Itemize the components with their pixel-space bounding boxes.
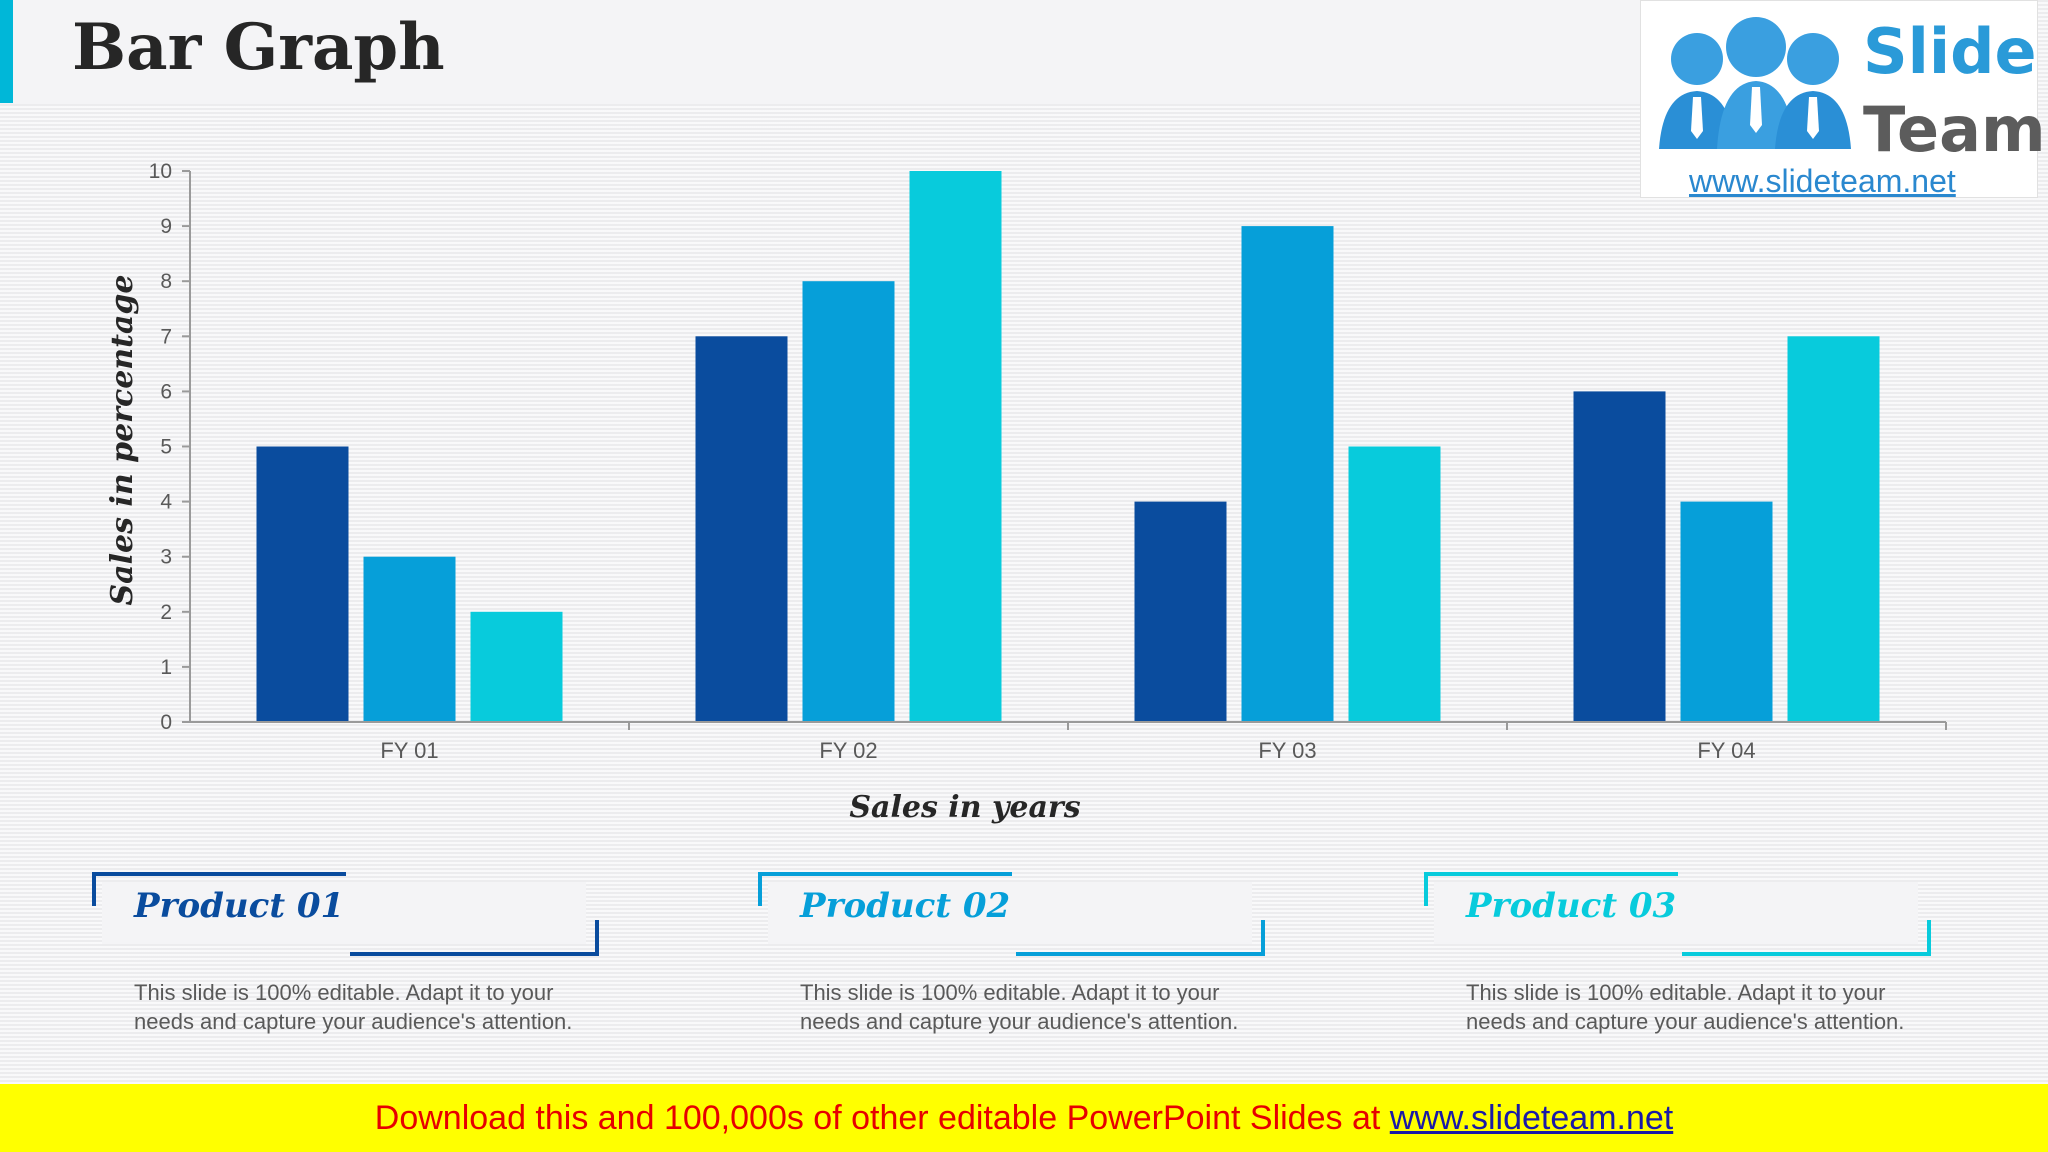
bar-series2-fy03	[1241, 226, 1334, 722]
bars	[256, 171, 1880, 722]
bar-series1-fy04	[1573, 391, 1666, 722]
product-description: This slide is 100% editable. Adapt it to…	[1466, 980, 1905, 1034]
x-tick-label: FY 01	[380, 738, 438, 763]
logo-url-link[interactable]: www.slideteam.net	[1689, 163, 1956, 199]
y-tick-label: 9	[160, 215, 172, 238]
download-banner: Download this and 100,000s of other edit…	[0, 1084, 2048, 1152]
card-frame	[92, 872, 599, 956]
y-tick-label: 3	[160, 546, 172, 569]
bar-series1-fy01	[256, 446, 349, 722]
product-card-2: Product 02	[758, 872, 1270, 956]
bar-series3-fy01	[470, 611, 563, 722]
product-title: Product 01	[134, 886, 345, 926]
y-axis-ticks: 0 1 2 3 4 5 6 7 8 9 10	[149, 160, 190, 734]
y-tick-label: 10	[149, 160, 172, 183]
page-title: Bar Graph	[72, 10, 445, 85]
product-card-3: Product 03	[1424, 872, 1936, 956]
product-card-1: Product 01	[92, 872, 604, 956]
bar-series2-fy01	[363, 556, 456, 722]
bar-series1-fy03	[1134, 501, 1227, 722]
bar-chart: 0 1 2 3 4 5 6 7 8 9 10 FY 01 FY 02 FY 03 FY 04 Sales …	[105, 160, 1947, 825]
bar-series3-fy04	[1787, 336, 1880, 722]
bar-series2-fy04	[1680, 501, 1773, 722]
card-box	[102, 882, 586, 944]
x-tick-label: FY 04	[1697, 738, 1755, 763]
card-frame	[1424, 872, 1931, 956]
y-tick-label: 5	[160, 436, 172, 459]
card-box	[1434, 882, 1918, 944]
y-tick-label: 7	[160, 325, 172, 348]
card-frame	[758, 872, 1265, 956]
bar-series1-fy02	[695, 336, 788, 722]
y-tick-label: 2	[160, 601, 172, 624]
product-title: Product 03	[1466, 886, 1677, 926]
y-tick-label: 6	[160, 380, 172, 403]
y-tick-label: 4	[160, 491, 172, 514]
y-tick-label: 1	[160, 656, 172, 679]
y-tick-label: 8	[160, 270, 172, 293]
logo-word-team: Team	[1863, 93, 2046, 166]
people-icon	[1659, 17, 1851, 149]
bar-series2-fy02	[802, 281, 895, 722]
x-tick-label: FY 03	[1258, 738, 1316, 763]
banner-text: Download this and 100,000s of other edit…	[374, 1099, 1674, 1137]
product-description: This slide is 100% editable. Adapt it to…	[134, 980, 573, 1034]
banner-link[interactable]: www.slideteam.net	[1389, 1099, 1674, 1137]
y-tick-label: 0	[160, 711, 172, 734]
bar-series3-fy02	[909, 171, 1002, 722]
card-box	[768, 882, 1252, 944]
x-tick-label: FY 02	[819, 738, 877, 763]
slideteam-logo: Slide Team www.slideteam.net	[1640, 0, 2046, 199]
x-axis-label: Sales in years	[849, 790, 1080, 825]
x-axis-ticks: FY 01 FY 02 FY 03 FY 04	[380, 722, 1947, 763]
y-axis-label: Sales in percentage	[105, 275, 140, 606]
product-title: Product 02	[800, 886, 1011, 926]
product-description: This slide is 100% editable. Adapt it to…	[800, 980, 1239, 1034]
title-bar: Bar Graph	[0, 0, 1640, 104]
bar-series3-fy03	[1348, 446, 1441, 722]
logo-word-slide: Slide	[1863, 15, 2037, 88]
title-accent-bar	[0, 0, 13, 103]
